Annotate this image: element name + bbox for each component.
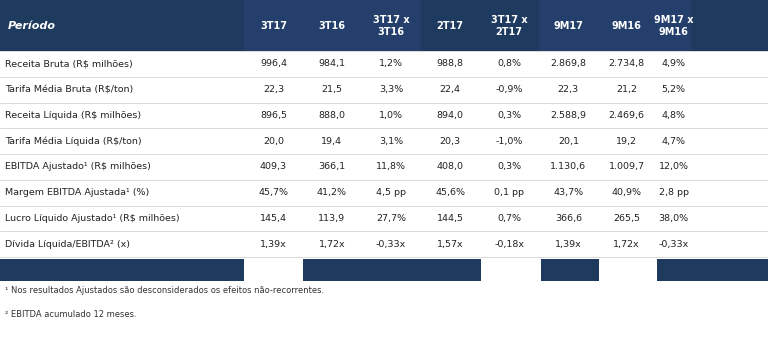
Text: 3T16: 3T16 bbox=[318, 21, 346, 30]
Bar bbox=[657, 259, 768, 281]
Bar bbox=[539, 0, 691, 51]
Bar bbox=[303, 259, 481, 281]
Text: 2.734,8: 2.734,8 bbox=[608, 59, 645, 68]
Text: 1,39x: 1,39x bbox=[555, 240, 581, 249]
Text: 894,0: 894,0 bbox=[436, 111, 464, 120]
Bar bbox=[0, 231, 768, 257]
Bar bbox=[0, 180, 768, 206]
Text: 408,0: 408,0 bbox=[436, 162, 464, 171]
Text: 2.869,8: 2.869,8 bbox=[551, 59, 586, 68]
Text: 45,7%: 45,7% bbox=[258, 188, 289, 197]
Bar bbox=[0, 259, 244, 281]
Text: 20,3: 20,3 bbox=[439, 137, 461, 146]
Text: 366,6: 366,6 bbox=[554, 214, 582, 223]
Text: Tarifa Média Líquida (R$/ton): Tarifa Média Líquida (R$/ton) bbox=[5, 136, 142, 146]
Text: 27,7%: 27,7% bbox=[376, 214, 406, 223]
Text: 22,3: 22,3 bbox=[263, 85, 284, 94]
Text: 3,1%: 3,1% bbox=[379, 137, 403, 146]
Text: 113,9: 113,9 bbox=[318, 214, 346, 223]
Text: 409,3: 409,3 bbox=[260, 162, 287, 171]
Text: 896,5: 896,5 bbox=[260, 111, 287, 120]
Text: 2,8 pp: 2,8 pp bbox=[658, 188, 689, 197]
Text: -0,33x: -0,33x bbox=[658, 240, 689, 249]
Text: -0,18x: -0,18x bbox=[494, 240, 525, 249]
Text: 4,5 pp: 4,5 pp bbox=[376, 188, 406, 197]
Text: 4,8%: 4,8% bbox=[661, 111, 686, 120]
Text: 38,0%: 38,0% bbox=[658, 214, 689, 223]
Text: 43,7%: 43,7% bbox=[553, 188, 584, 197]
Bar bbox=[0, 154, 768, 180]
Text: -0,9%: -0,9% bbox=[495, 85, 523, 94]
Text: 1,57x: 1,57x bbox=[437, 240, 463, 249]
Text: 9M16: 9M16 bbox=[612, 21, 641, 30]
Text: 265,5: 265,5 bbox=[613, 214, 641, 223]
Text: 0,3%: 0,3% bbox=[497, 162, 521, 171]
Text: 1.009,7: 1.009,7 bbox=[609, 162, 644, 171]
Bar bbox=[0, 77, 768, 102]
Bar bbox=[0, 102, 768, 128]
Text: 0,7%: 0,7% bbox=[497, 214, 521, 223]
Text: 0,8%: 0,8% bbox=[497, 59, 521, 68]
Bar bbox=[244, 0, 421, 51]
Text: 1.130,6: 1.130,6 bbox=[550, 162, 587, 171]
Text: 9M17: 9M17 bbox=[554, 21, 583, 30]
Text: 4,9%: 4,9% bbox=[661, 59, 686, 68]
Text: 1,72x: 1,72x bbox=[319, 240, 345, 249]
Bar bbox=[421, 0, 539, 51]
Text: 3T17: 3T17 bbox=[260, 21, 287, 30]
Bar bbox=[0, 206, 768, 231]
Text: 45,6%: 45,6% bbox=[435, 188, 465, 197]
Text: 366,1: 366,1 bbox=[318, 162, 346, 171]
Bar bbox=[0, 51, 768, 77]
Bar bbox=[541, 259, 599, 281]
Text: 11,8%: 11,8% bbox=[376, 162, 406, 171]
Text: 0,1 pp: 0,1 pp bbox=[494, 188, 525, 197]
Text: -0,33x: -0,33x bbox=[376, 240, 406, 249]
Text: 996,4: 996,4 bbox=[260, 59, 287, 68]
Text: 1,72x: 1,72x bbox=[614, 240, 640, 249]
Text: 19,2: 19,2 bbox=[616, 137, 637, 146]
Text: 12,0%: 12,0% bbox=[658, 162, 689, 171]
Text: 1,39x: 1,39x bbox=[260, 240, 286, 249]
Text: -1,0%: -1,0% bbox=[495, 137, 523, 146]
Text: 888,0: 888,0 bbox=[318, 111, 346, 120]
Text: ² EBITDA acumulado 12 meses.: ² EBITDA acumulado 12 meses. bbox=[5, 310, 136, 319]
Text: 19,4: 19,4 bbox=[321, 137, 343, 146]
Text: Margem EBITDA Ajustada¹ (%): Margem EBITDA Ajustada¹ (%) bbox=[5, 188, 150, 197]
Text: 22,3: 22,3 bbox=[558, 85, 579, 94]
Text: ¹ Nos resultados Ajustados são desconsiderados os efeitos não-recorrentes.: ¹ Nos resultados Ajustados são desconsid… bbox=[5, 286, 324, 295]
Text: 145,4: 145,4 bbox=[260, 214, 287, 223]
Text: 984,1: 984,1 bbox=[318, 59, 346, 68]
Text: 5,2%: 5,2% bbox=[661, 85, 686, 94]
Text: 3,3%: 3,3% bbox=[379, 85, 403, 94]
Text: Receita Bruta (R$ milhões): Receita Bruta (R$ milhões) bbox=[5, 59, 133, 68]
Text: 3T17 x
2T17: 3T17 x 2T17 bbox=[491, 14, 528, 37]
Text: 21,5: 21,5 bbox=[321, 85, 343, 94]
Text: 2.588,9: 2.588,9 bbox=[551, 111, 586, 120]
Text: 1,2%: 1,2% bbox=[379, 59, 403, 68]
Text: 988,8: 988,8 bbox=[436, 59, 464, 68]
Text: EBITDA Ajustado¹ (R$ milhões): EBITDA Ajustado¹ (R$ milhões) bbox=[5, 162, 151, 171]
Text: 20,0: 20,0 bbox=[263, 137, 284, 146]
Text: 9M17 x
9M16: 9M17 x 9M16 bbox=[654, 14, 694, 37]
Text: Receita Líquida (R$ milhões): Receita Líquida (R$ milhões) bbox=[5, 111, 141, 120]
Text: Tarifa Média Bruta (R$/ton): Tarifa Média Bruta (R$/ton) bbox=[5, 85, 134, 94]
Text: 2.469,6: 2.469,6 bbox=[609, 111, 644, 120]
Text: Dívida Líquida/EBITDA² (x): Dívida Líquida/EBITDA² (x) bbox=[5, 240, 131, 249]
Text: 144,5: 144,5 bbox=[436, 214, 464, 223]
Text: 4,7%: 4,7% bbox=[661, 137, 686, 146]
Text: 41,2%: 41,2% bbox=[316, 188, 347, 197]
Text: Período: Período bbox=[8, 21, 55, 30]
Bar bbox=[0, 128, 768, 154]
Bar bbox=[0, 0, 768, 51]
Text: Lucro Líquido Ajustado¹ (R$ milhões): Lucro Líquido Ajustado¹ (R$ milhões) bbox=[5, 214, 180, 223]
Text: 3T17 x
3T16: 3T17 x 3T16 bbox=[372, 14, 409, 37]
Text: 22,4: 22,4 bbox=[439, 85, 461, 94]
Text: 40,9%: 40,9% bbox=[611, 188, 642, 197]
Text: 1,0%: 1,0% bbox=[379, 111, 403, 120]
Text: 2T17: 2T17 bbox=[436, 21, 464, 30]
Text: 21,2: 21,2 bbox=[616, 85, 637, 94]
Text: 20,1: 20,1 bbox=[558, 137, 579, 146]
Text: 0,3%: 0,3% bbox=[497, 111, 521, 120]
